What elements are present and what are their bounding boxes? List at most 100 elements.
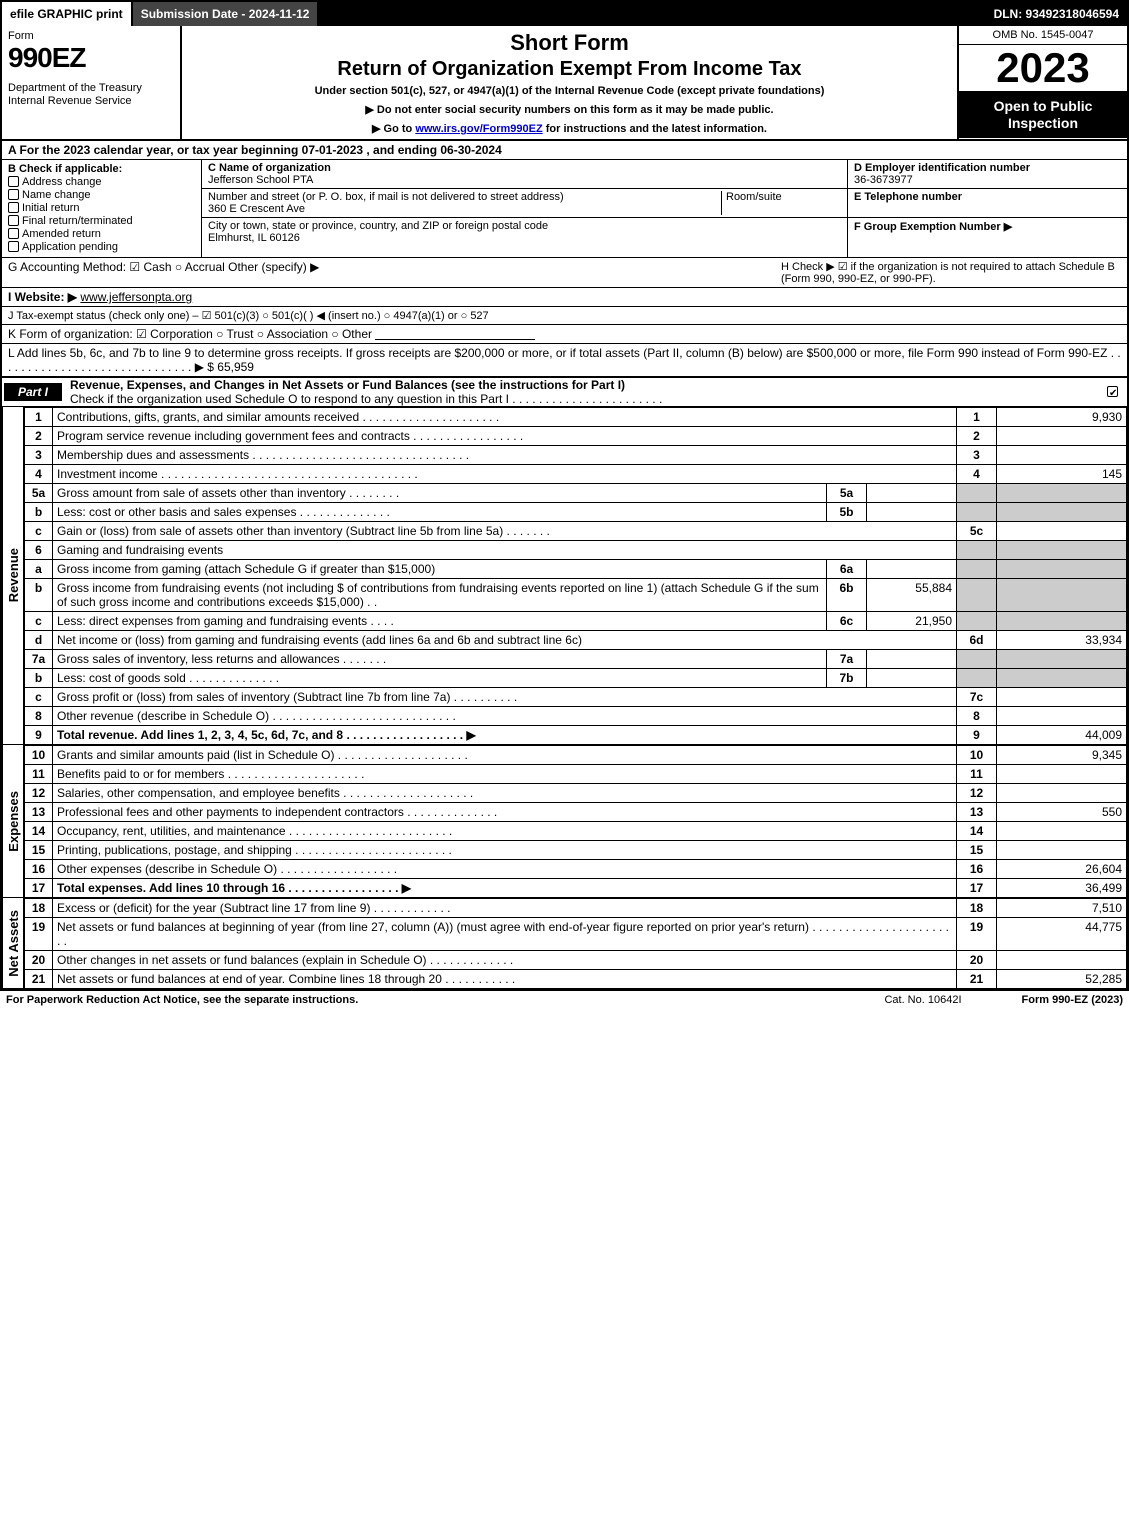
- section-c: C Name of organization Jefferson School …: [202, 160, 847, 257]
- line-num: 19: [25, 918, 53, 951]
- table-row: 17Total expenses. Add lines 10 through 1…: [25, 879, 1127, 898]
- instruction-2: ▶ Go to www.irs.gov/Form990EZ for instru…: [190, 122, 949, 135]
- website-value[interactable]: www.jeffersonpta.org: [80, 290, 192, 304]
- line-val: [997, 446, 1127, 465]
- line-val: [997, 841, 1127, 860]
- line-num: 11: [25, 765, 53, 784]
- line-num: c: [25, 522, 53, 541]
- section-h: H Check ▶ ☑ if the organization is not r…: [781, 260, 1121, 285]
- line-val: 52,285: [997, 970, 1127, 989]
- table-row: 18Excess or (deficit) for the year (Subt…: [25, 899, 1127, 918]
- part1-schedule-o-check[interactable]: [1107, 385, 1121, 399]
- section-gh: G Accounting Method: ☑ Cash ○ Accrual Ot…: [2, 258, 1127, 288]
- chk-address-change[interactable]: Address change: [8, 176, 195, 188]
- table-row: 12Salaries, other compensation, and empl…: [25, 784, 1127, 803]
- line-num: 20: [25, 951, 53, 970]
- line-val: 26,604: [997, 860, 1127, 879]
- netassets-sidelabel: Net Assets: [2, 898, 24, 989]
- inst2-pre: ▶ Go to: [372, 123, 415, 135]
- irs-link[interactable]: www.irs.gov/Form990EZ: [415, 123, 542, 135]
- top-bar: efile GRAPHIC print Submission Date - 20…: [2, 2, 1127, 26]
- line-ref: 4: [957, 465, 997, 484]
- form-page: efile GRAPHIC print Submission Date - 20…: [0, 0, 1129, 991]
- k-other-input[interactable]: [375, 328, 535, 340]
- chk-final-return[interactable]: Final return/terminated: [8, 215, 195, 227]
- shaded-cell: [957, 669, 997, 688]
- section-d: D Employer identification number 36-3673…: [847, 160, 1127, 257]
- chk-amended-return[interactable]: Amended return: [8, 228, 195, 240]
- line-ref: 3: [957, 446, 997, 465]
- line-num: 5a: [25, 484, 53, 503]
- inner-val: [867, 669, 957, 688]
- line-ref: 8: [957, 707, 997, 726]
- inner-ref: 7a: [827, 650, 867, 669]
- table-row: 1Contributions, gifts, grants, and simil…: [25, 408, 1127, 427]
- revenue-sidelabel: Revenue: [2, 407, 24, 745]
- submission-date-button[interactable]: Submission Date - 2024-11-12: [133, 2, 320, 26]
- line-ref: 5c: [957, 522, 997, 541]
- line-desc: Gross income from fundraising events (no…: [53, 579, 827, 612]
- section-j: J Tax-exempt status (check only one) – ☑…: [2, 307, 1127, 325]
- section-i: I Website: ▶ www.jeffersonpta.org: [2, 288, 1127, 307]
- line-val: 7,510: [997, 899, 1127, 918]
- addr-label: Number and street (or P. O. box, if mail…: [208, 191, 564, 203]
- line-val: 44,009: [997, 726, 1127, 745]
- inner-val: 55,884: [867, 579, 957, 612]
- line-desc: Net assets or fund balances at beginning…: [53, 918, 957, 951]
- line-desc: Gross amount from sale of assets other t…: [53, 484, 827, 503]
- inner-val: [867, 503, 957, 522]
- line-desc: Gain or (loss) from sale of assets other…: [53, 522, 957, 541]
- chk-initial-return[interactable]: Initial return: [8, 202, 195, 214]
- table-row: aGross income from gaming (attach Schedu…: [25, 560, 1127, 579]
- line-num: 21: [25, 970, 53, 989]
- line-num: 15: [25, 841, 53, 860]
- table-row: 16Other expenses (describe in Schedule O…: [25, 860, 1127, 879]
- line-ref: 6d: [957, 631, 997, 650]
- line-val: [997, 522, 1127, 541]
- line-desc: Other changes in net assets or fund bala…: [53, 951, 957, 970]
- part-1-header: Part I Revenue, Expenses, and Changes in…: [2, 377, 1127, 407]
- line-desc: Membership dues and assessments . . . . …: [53, 446, 957, 465]
- shaded-cell: [997, 650, 1127, 669]
- line-num: d: [25, 631, 53, 650]
- ge-label: F Group Exemption Number ▶: [854, 221, 1012, 233]
- form-word: Form: [8, 30, 174, 42]
- ein-label: D Employer identification number: [854, 162, 1030, 174]
- shaded-cell: [997, 612, 1127, 631]
- line-num: b: [25, 503, 53, 522]
- line-desc: Contributions, gifts, grants, and simila…: [53, 408, 957, 427]
- line-desc: Total revenue. Add lines 1, 2, 3, 4, 5c,…: [53, 726, 957, 745]
- line-num: b: [25, 669, 53, 688]
- netassets-table: 18Excess or (deficit) for the year (Subt…: [24, 898, 1127, 989]
- inner-val: [867, 650, 957, 669]
- short-form-title: Short Form: [190, 30, 949, 56]
- line-desc: Other revenue (describe in Schedule O) .…: [53, 707, 957, 726]
- line-num: 13: [25, 803, 53, 822]
- chk-application-pending[interactable]: Application pending: [8, 241, 195, 253]
- table-row: 15Printing, publications, postage, and s…: [25, 841, 1127, 860]
- netassets-label-text: Net Assets: [6, 910, 21, 977]
- table-row: bLess: cost of goods sold . . . . . . . …: [25, 669, 1127, 688]
- table-row: bGross income from fundraising events (n…: [25, 579, 1127, 612]
- shaded-cell: [957, 503, 997, 522]
- inner-ref: 6c: [827, 612, 867, 631]
- line-num: c: [25, 688, 53, 707]
- line-desc: Occupancy, rent, utilities, and maintena…: [53, 822, 957, 841]
- line-val: 550: [997, 803, 1127, 822]
- line-num: 9: [25, 726, 53, 745]
- line-val: 44,775: [997, 918, 1127, 951]
- chk-name-change[interactable]: Name change: [8, 189, 195, 201]
- line-ref: 7c: [957, 688, 997, 707]
- table-row: dNet income or (loss) from gaming and fu…: [25, 631, 1127, 650]
- line-num: b: [25, 579, 53, 612]
- line-ref: 10: [957, 746, 997, 765]
- line-val: 9,345: [997, 746, 1127, 765]
- inner-ref: 6b: [827, 579, 867, 612]
- department-label: Department of the Treasury Internal Reve…: [8, 82, 174, 108]
- line-num: 12: [25, 784, 53, 803]
- efile-print-button[interactable]: efile GRAPHIC print: [2, 2, 133, 26]
- line-num: 7a: [25, 650, 53, 669]
- line-ref: 1: [957, 408, 997, 427]
- line-val: 33,934: [997, 631, 1127, 650]
- table-row: 8Other revenue (describe in Schedule O) …: [25, 707, 1127, 726]
